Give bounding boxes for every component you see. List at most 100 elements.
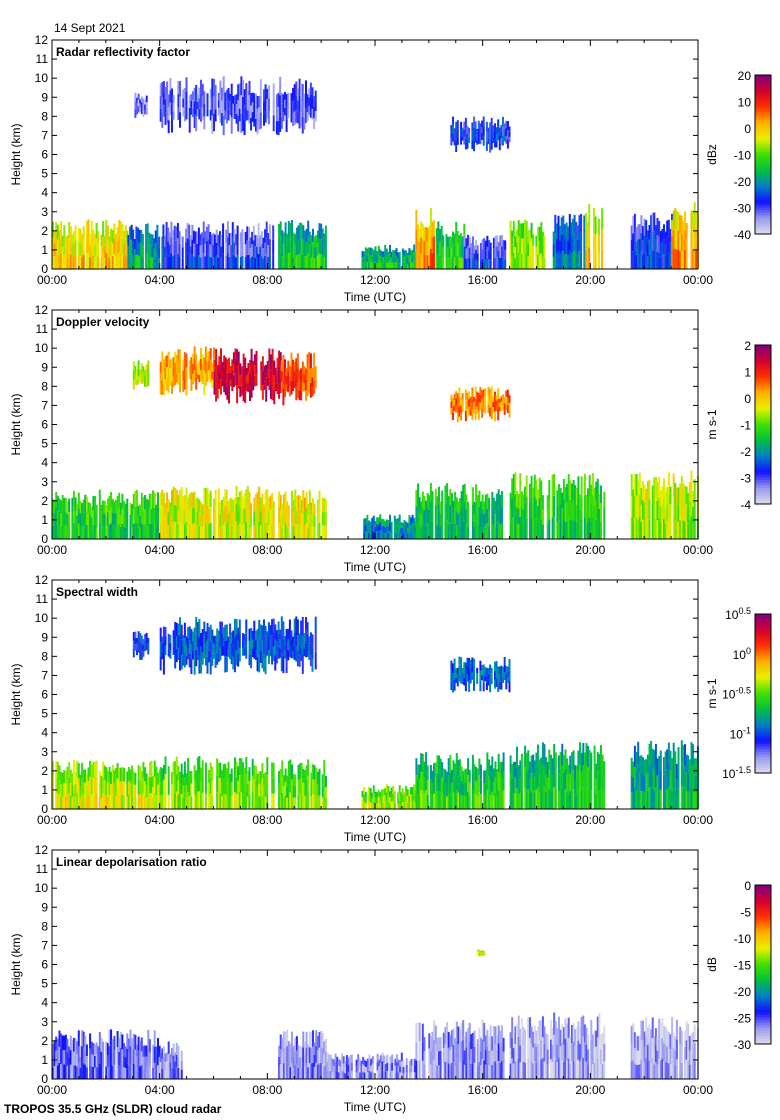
data-cell [653, 231, 656, 251]
colorbar-swatch [755, 659, 771, 663]
data-cell [540, 480, 543, 500]
data-cell [98, 770, 101, 784]
data-cell [380, 519, 383, 526]
data-cell [124, 527, 127, 539]
data-cell [483, 770, 486, 784]
data-cell [79, 797, 82, 809]
data-cell [174, 777, 177, 793]
colorbar-swatch [755, 619, 771, 623]
data-cell [123, 501, 126, 514]
data-cell [389, 252, 391, 261]
data-cell [248, 80, 251, 96]
data-cell [406, 789, 409, 796]
data-cell [171, 370, 173, 383]
data-cell [237, 653, 240, 667]
data-cell [397, 258, 400, 264]
data-cell [447, 758, 450, 776]
data-cell [261, 625, 264, 640]
data-cell [466, 665, 469, 674]
data-cell [302, 239, 305, 255]
data-cell [235, 113, 238, 124]
data-cell [535, 499, 538, 520]
data-cell [366, 262, 369, 269]
data-cell [243, 648, 246, 656]
data-cell [204, 778, 207, 794]
data-cell [413, 792, 416, 801]
colorbar-swatch [755, 749, 771, 753]
data-cell [692, 249, 695, 269]
data-cell [535, 752, 538, 772]
data-cell [136, 522, 138, 539]
data-cell [502, 116, 504, 127]
data-cell [237, 766, 240, 781]
data-cell [457, 776, 460, 793]
data-cell [651, 485, 654, 504]
data-cell [680, 496, 683, 518]
data-cell [123, 526, 126, 539]
data-cell [215, 349, 218, 367]
data-cell [484, 240, 487, 251]
data-cell [279, 795, 282, 809]
data-cell [517, 524, 520, 539]
data-cell [146, 223, 149, 239]
data-cell [637, 741, 640, 765]
data-cell [118, 523, 121, 539]
data-cell [270, 354, 272, 370]
data-cell [512, 220, 515, 237]
data-cell [152, 1067, 155, 1079]
data-cell [136, 369, 138, 375]
data-cell [259, 497, 262, 512]
data-cell [90, 528, 93, 539]
data-cell [192, 374, 194, 385]
data-cell [126, 796, 129, 809]
data-cell [183, 110, 186, 122]
data-cell [152, 506, 155, 523]
data-cell [436, 755, 439, 774]
data-cell [653, 750, 656, 770]
data-cell [481, 390, 484, 400]
data-cell [134, 523, 137, 539]
data-cell [281, 230, 284, 244]
data-cell [282, 621, 285, 639]
data-cell [257, 238, 260, 254]
data-cell [556, 522, 559, 539]
data-cell [94, 245, 96, 258]
data-cell [195, 649, 198, 667]
data-cell [264, 490, 267, 507]
data-cell [452, 125, 454, 134]
data-cell [415, 758, 418, 776]
data-cell [221, 783, 223, 797]
data-cell [467, 514, 470, 527]
data-cell [679, 501, 682, 521]
data-cell [144, 375, 147, 382]
data-cell [255, 106, 257, 119]
data-cell [428, 495, 431, 510]
data-cell [656, 481, 659, 501]
data-cell [162, 794, 165, 809]
data-cell [232, 352, 235, 364]
y-tick-label: 3 [41, 475, 48, 489]
data-cell [508, 659, 511, 671]
data-cell [284, 359, 286, 372]
data-cell [225, 781, 228, 796]
data-cell [524, 521, 527, 539]
data-cell [100, 798, 103, 809]
data-cell [492, 248, 495, 259]
data-cell [410, 250, 412, 257]
data-cell [118, 768, 121, 782]
data-cell [204, 642, 207, 655]
data-cell [263, 113, 265, 126]
data-cell [426, 241, 429, 256]
data-cell [553, 517, 556, 539]
data-cell [498, 402, 501, 408]
data-cell [223, 380, 226, 393]
data-cell [387, 801, 390, 809]
data-cell [453, 669, 456, 680]
data-cell [452, 792, 455, 809]
data-cell [537, 506, 539, 523]
data-cell [116, 510, 119, 525]
colorbar-swatch [755, 669, 771, 673]
data-cell [672, 473, 675, 496]
data-cell [218, 378, 221, 389]
